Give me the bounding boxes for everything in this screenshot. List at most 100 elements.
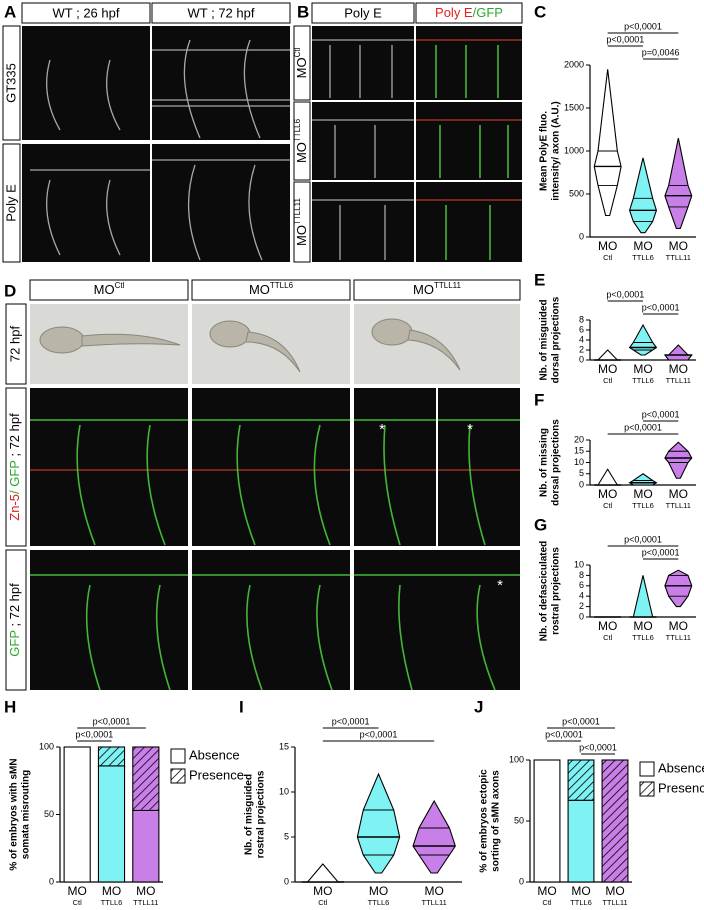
y-tick-label: 2: [579, 344, 584, 354]
x-tick-label: MO: [369, 884, 388, 898]
legend-label: Presence: [189, 767, 244, 782]
row-label-box: [5, 387, 27, 547]
row-label: MOTTLL6: [293, 118, 309, 163]
x-tick-sublabel: Ctl: [603, 501, 613, 510]
y-tick-label: 15: [279, 741, 289, 751]
y-tick-label: 50: [514, 815, 524, 825]
row-label-part: GFP: [7, 630, 22, 657]
x-tick-label: MO: [67, 884, 86, 898]
y-tick-label: 8: [579, 314, 584, 324]
x-tick-label: MO: [102, 884, 121, 898]
violin: [628, 323, 658, 356]
y-tick-label: 6: [579, 580, 584, 590]
panel-letter: A: [4, 2, 16, 21]
comparison-label: p<0,0001: [360, 729, 398, 739]
y-tick-label: 6: [579, 324, 584, 334]
bar-segment: [97, 765, 126, 883]
chart: J % of embryos ectopic sorting of sMN axon…: [474, 697, 704, 907]
col-base: MO: [413, 282, 434, 297]
violin: [356, 772, 401, 874]
comparison-label: p<0,0001: [93, 716, 131, 726]
x-tick-sublabel: TTLL6: [368, 898, 390, 907]
y-tick-label: 2: [579, 601, 584, 611]
x-tick-sublabel: Ctl: [318, 898, 328, 907]
panel-letter: D: [4, 281, 16, 300]
column-header: Poly E: [344, 5, 382, 20]
panel-letter: F: [534, 390, 544, 409]
col-base: MO: [249, 282, 270, 297]
y-axis-label: Nb. of defasciculated: [539, 541, 550, 642]
x-tick-sublabel: TTLL6: [632, 376, 654, 385]
row-label-part: ; 72 hpf: [7, 413, 22, 460]
y-tick-label: 4: [579, 334, 584, 344]
row-label-box: [293, 101, 311, 181]
comparison-label: p<0,0001: [624, 422, 662, 432]
y-axis-label: Nb. of missing: [539, 428, 550, 497]
row-label-part: ; 72 hpf: [7, 583, 22, 630]
x-tick-sublabel: Ctl: [603, 633, 613, 642]
bar-segment: [132, 809, 160, 883]
y-axis-label: dorsal projections: [551, 419, 562, 506]
violin: [593, 69, 622, 217]
y-tick-label: 20: [574, 434, 584, 444]
y-tick-label: 0: [519, 876, 524, 886]
x-tick-label: MO: [598, 487, 617, 501]
y-tick-label: 0: [579, 354, 584, 364]
column-header-box: [21, 2, 151, 24]
x-tick-sublabel: TTLL11: [666, 633, 691, 642]
x-tick-label: MO: [313, 884, 332, 898]
bar-segment: [567, 799, 595, 883]
y-tick-label: 100: [509, 754, 524, 764]
violin: [594, 349, 622, 361]
col-sup: TTLL11: [434, 281, 462, 290]
row-label: Zn-5/ GFP ; 72 hpf: [7, 413, 22, 521]
violin: [664, 137, 693, 229]
y-axis-label: rostral projections: [256, 770, 267, 858]
x-tick-label: MO: [633, 487, 652, 501]
row-label-sup: TTLL11: [293, 197, 302, 225]
column-header: WT ; 72 hpf: [188, 5, 255, 20]
column-header: MOCtl: [94, 281, 125, 297]
x-tick-sublabel: TTLL6: [101, 898, 123, 907]
legend-swatch: [639, 781, 655, 797]
charts: C Mean PolyE fluo. intensity/ axon (A.U.) 0…: [4, 2, 704, 907]
panel-letter: G: [534, 515, 547, 534]
micrographs-d: * * *: [30, 304, 520, 691]
bar-segment: [63, 746, 91, 883]
y-tick-label: 10: [574, 559, 584, 569]
row-label: 72 hpf: [7, 326, 22, 363]
legend-label: Absence: [189, 747, 240, 762]
comparison-label: p<0,0001: [624, 534, 662, 544]
comparison-label: p=0,0046: [642, 47, 680, 57]
column-header-box: [311, 2, 415, 24]
row-label: MOCtl: [293, 47, 309, 78]
x-tick-label: MO: [598, 362, 617, 376]
y-tick-label: 100: [39, 741, 54, 751]
legend-swatch: [170, 768, 186, 784]
x-tick-sublabel: TTLL6: [632, 501, 654, 510]
x-tick-sublabel: TTLL11: [666, 501, 691, 510]
y-axis-label: rostral projections: [551, 547, 562, 635]
violin: [412, 799, 456, 874]
y-axis-label: Nb. of misguided: [539, 299, 550, 380]
y-axis-label: Mean PolyE fluo.: [539, 111, 550, 191]
column-header-box: [415, 2, 523, 24]
comparison-label: p<0,0001: [642, 302, 680, 312]
y-tick-label: 0: [579, 479, 584, 489]
header-part: /GFP: [473, 5, 503, 20]
panel-letter: H: [4, 697, 16, 716]
comparison-label: p<0,0001: [75, 729, 113, 739]
chart: C Mean PolyE fluo. intensity/ axon (A.U.) 0…: [534, 2, 696, 262]
violin: [594, 468, 622, 486]
micrographs-a: [22, 26, 290, 262]
comparison-label: p<0,0001: [642, 547, 680, 557]
y-tick-label: 50: [44, 809, 54, 819]
y-axis-label: % of embryos ectopic: [479, 769, 490, 873]
chart: H % of embryos with sMN somata misrouting 0…: [4, 697, 244, 907]
row-label-sup: TTLL6: [293, 118, 302, 142]
column-header-box: [29, 279, 189, 301]
row-label-sup: Ctl: [293, 47, 302, 57]
comparison-label: p<0,0001: [579, 742, 617, 752]
row-label-box: [2, 25, 21, 141]
